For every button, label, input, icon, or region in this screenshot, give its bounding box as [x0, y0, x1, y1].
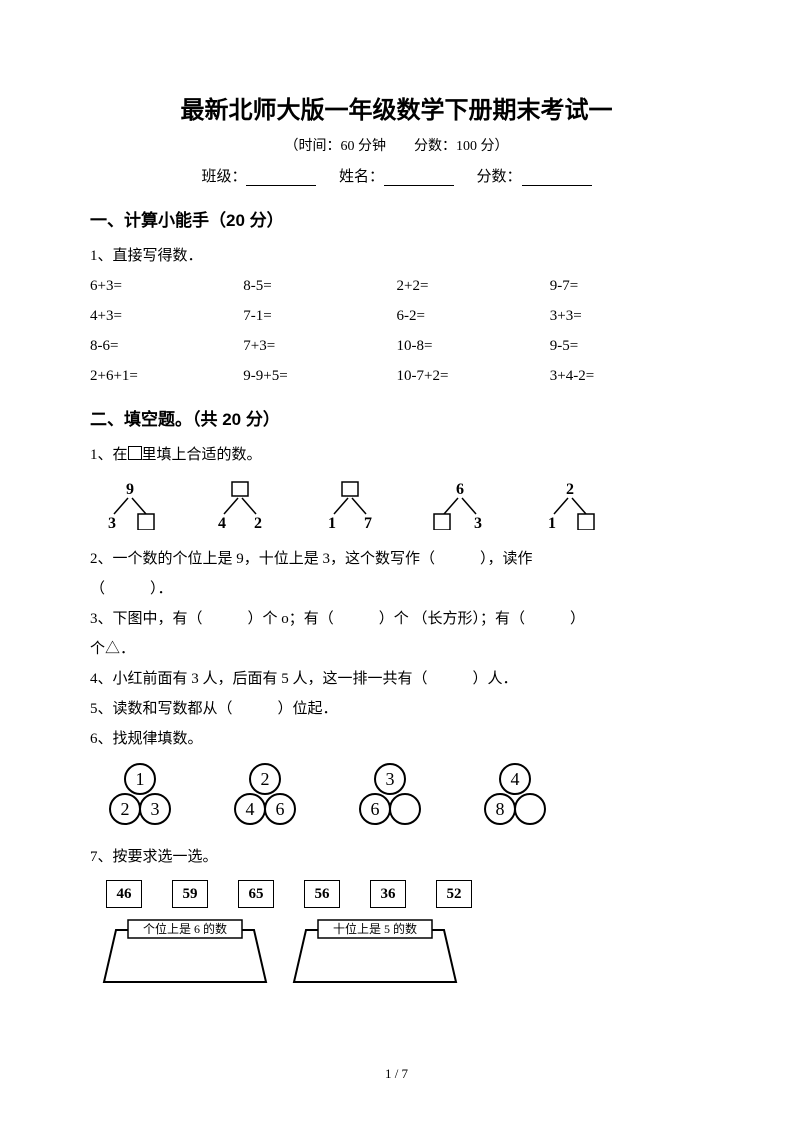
s2-q2-line2: （ ）．	[90, 574, 703, 604]
svg-text:1: 1	[548, 515, 556, 530]
calc-cell: 7+3=	[243, 331, 396, 361]
svg-text:6: 6	[276, 799, 285, 819]
calc-cell: 4+3=	[90, 301, 243, 331]
svg-text:2: 2	[261, 769, 270, 789]
exam-page: 最新北师大版一年级数学下册期末考试一 （时间：60 分钟 分数：100 分） 班…	[0, 0, 793, 1122]
svg-text:3: 3	[386, 769, 395, 789]
calc-cell: 2+2=	[397, 271, 550, 301]
calc-cell: 2+6+1=	[90, 361, 243, 391]
s2-q2-line1: 2、一个数的个位上是 9，十位上是 3，这个数写作（ ），读作	[90, 544, 703, 574]
svg-text:2: 2	[121, 799, 130, 819]
decomp-item: 6 3	[430, 480, 490, 530]
calc-cell: 7-1=	[243, 301, 396, 331]
svg-text:2: 2	[254, 515, 262, 530]
class-blank[interactable]	[246, 169, 316, 186]
circle-group: 3 6	[350, 762, 430, 828]
svg-text:6: 6	[371, 799, 380, 819]
name-label: 姓名：	[339, 169, 384, 185]
square-icon	[128, 446, 142, 460]
decomp-item: 4 2	[210, 480, 270, 530]
svg-text:3: 3	[151, 799, 160, 819]
svg-text:个位上是 6 的数: 个位上是 6 的数	[143, 921, 227, 936]
name-blank[interactable]	[384, 169, 454, 186]
num-box: 46	[106, 880, 142, 908]
sort-section: 46 59 65 56 36 52 个位上是 6 的数 十位上是 5 的数	[100, 880, 703, 986]
student-info-line: 班级： 姓名： 分数：	[90, 165, 703, 186]
svg-text:3: 3	[108, 515, 116, 530]
num-box: 65	[238, 880, 274, 908]
svg-text:1: 1	[136, 769, 145, 789]
calc-cell: 9-9+5=	[243, 361, 396, 391]
section1-heading: 一、计算小能手（20 分）	[90, 206, 703, 231]
calc-cell: 3+3=	[550, 301, 703, 331]
score-label: 分数：	[477, 169, 522, 185]
s1-q1-label: 1、直接写得数．	[90, 241, 703, 271]
page-title: 最新北师大版一年级数学下册期末考试一	[90, 90, 703, 125]
circle-group: 1 2 3	[100, 762, 180, 828]
bin-row: 个位上是 6 的数 十位上是 5 的数	[100, 916, 703, 986]
svg-text:6: 6	[456, 481, 464, 498]
circle-pattern-row: 1 2 3 2 4 6 3 6	[100, 762, 703, 828]
page-number: 1 / 7	[0, 1066, 793, 1082]
class-label: 班级：	[201, 169, 246, 185]
decomposition-row: 9 3 4 2 1 7	[100, 480, 703, 530]
s2-q5: 5、读数和写数都从（ ）位起．	[90, 694, 703, 724]
num-box: 59	[172, 880, 208, 908]
calc-cell: 6-2=	[397, 301, 550, 331]
calc-cell: 9-5=	[550, 331, 703, 361]
svg-text:4: 4	[511, 769, 520, 789]
svg-text:9: 9	[126, 481, 134, 498]
svg-text:2: 2	[566, 481, 574, 498]
svg-text:3: 3	[474, 515, 482, 530]
s2-q6-label: 6、找规律填数。	[90, 724, 703, 754]
svg-text:7: 7	[364, 515, 372, 530]
calc-grid: 6+3= 8-5= 2+2= 9-7= 4+3= 7-1= 6-2= 3+3= …	[90, 271, 703, 391]
s2-q4: 4、小红前面有 3 人，后面有 5 人，这一排一共有（ ）人．	[90, 664, 703, 694]
calc-cell: 8-6=	[90, 331, 243, 361]
svg-text:8: 8	[496, 799, 505, 819]
decomp-item: 1 7	[320, 480, 380, 530]
decomp-item: 9 3	[100, 480, 160, 530]
decomp-item: 2 1	[540, 480, 600, 530]
num-box: 36	[370, 880, 406, 908]
s2-q1-label: 1、在里填上合适的数。	[90, 440, 703, 470]
circle-group: 4 8	[475, 762, 555, 828]
svg-text:4: 4	[218, 515, 226, 530]
bin-left: 个位上是 6 的数	[100, 916, 270, 986]
calc-cell: 10-8=	[397, 331, 550, 361]
s2-q3-line2: 个△．	[90, 634, 703, 664]
bin-right: 十位上是 5 的数	[290, 916, 460, 986]
num-box: 52	[436, 880, 472, 908]
calc-cell: 3+4-2=	[550, 361, 703, 391]
calc-cell: 9-7=	[550, 271, 703, 301]
s2-q7-label: 7、按要求选一选。	[90, 842, 703, 872]
num-box: 56	[304, 880, 340, 908]
section2-heading: 二、填空题。（共 20 分）	[90, 405, 703, 430]
svg-text:1: 1	[328, 515, 336, 530]
score-blank[interactable]	[522, 169, 592, 186]
svg-text:4: 4	[246, 799, 255, 819]
number-box-row: 46 59 65 56 36 52	[106, 880, 703, 908]
circle-group: 2 4 6	[225, 762, 305, 828]
calc-cell: 6+3=	[90, 271, 243, 301]
time-score-line: （时间：60 分钟 分数：100 分）	[90, 135, 703, 155]
s2-q3-line1: 3、下图中，有（ ）个 o；有（ ）个 （长方形）；有（ ）	[90, 604, 703, 634]
svg-text:十位上是 5 的数: 十位上是 5 的数	[333, 921, 417, 936]
calc-cell: 10-7+2=	[397, 361, 550, 391]
calc-cell: 8-5=	[243, 271, 396, 301]
